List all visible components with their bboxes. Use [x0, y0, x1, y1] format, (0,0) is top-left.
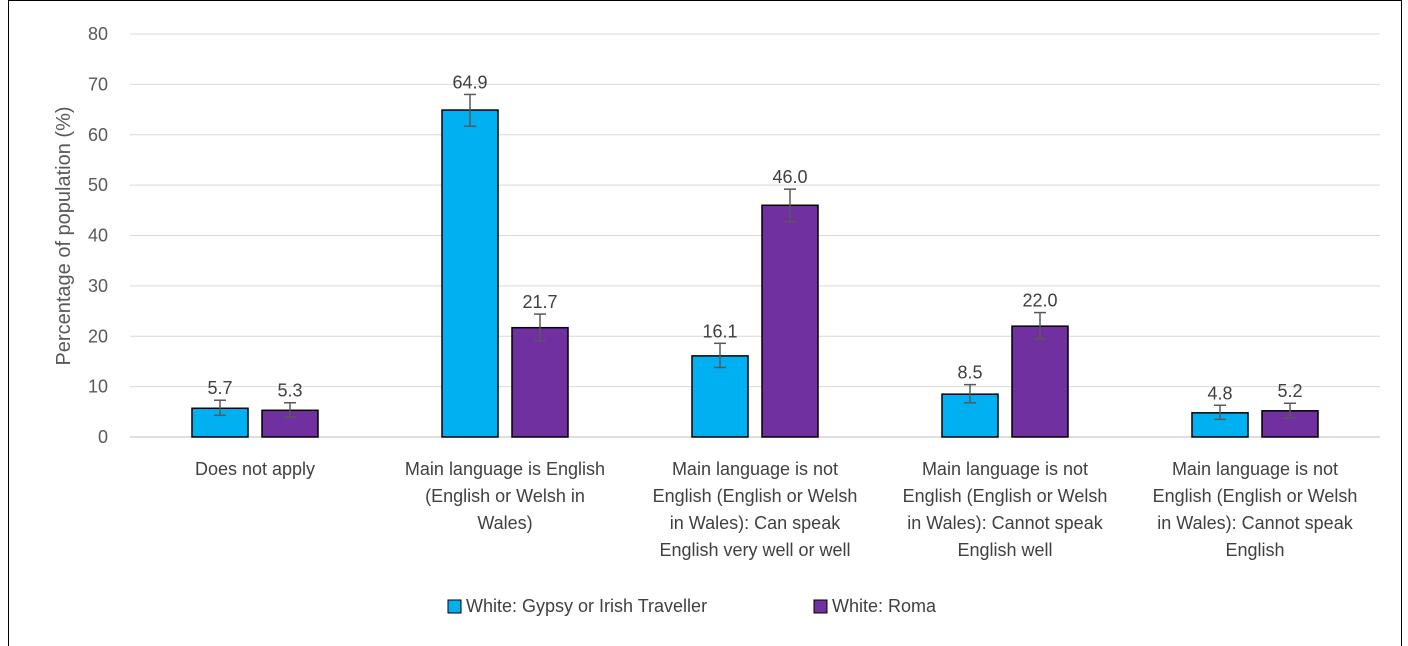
- x-category-label: in Wales): Cannot speak: [1157, 513, 1353, 533]
- data-label: 4.8: [1207, 383, 1232, 403]
- y-tick-label: 50: [88, 175, 108, 195]
- legend-swatch: [447, 599, 462, 614]
- data-label: 22.0: [1022, 291, 1057, 311]
- data-label: 5.7: [207, 378, 232, 398]
- chart-frame: [8, 0, 1402, 646]
- x-category-label: in Wales): Can speak: [670, 513, 841, 533]
- x-category-label: Main language is not: [1172, 459, 1338, 479]
- x-category-label: English (English or Welsh: [1153, 486, 1358, 506]
- x-category-label: English (English or Welsh: [653, 486, 858, 506]
- data-label: 8.5: [957, 363, 982, 383]
- y-axis-title: Percentage of population (%): [53, 106, 75, 365]
- x-category-label: Main language is English: [405, 459, 605, 479]
- legend-label: White: Gypsy or Irish Traveller: [466, 596, 707, 616]
- x-category-label: in Wales): Cannot speak: [907, 513, 1103, 533]
- x-category-label: Main language is not: [672, 459, 838, 479]
- bar: [511, 326, 569, 438]
- data-label: 64.9: [452, 72, 487, 92]
- x-category-label: Main language is not: [922, 459, 1088, 479]
- bar: [441, 109, 499, 438]
- bar: [691, 355, 749, 438]
- x-category-label: English (English or Welsh: [903, 486, 1108, 506]
- data-label: 21.7: [522, 292, 557, 312]
- y-tick-label: 80: [88, 24, 108, 44]
- data-label: 5.2: [1277, 381, 1302, 401]
- bar: [1011, 325, 1069, 438]
- legend-swatch: [813, 599, 828, 614]
- data-label: 46.0: [772, 167, 807, 187]
- x-category-label: English very well or well: [659, 540, 850, 560]
- x-category-label: Does not apply: [195, 459, 315, 479]
- legend-label: White: Roma: [832, 596, 937, 616]
- x-category-label: English well: [957, 540, 1052, 560]
- y-tick-label: 20: [88, 326, 108, 346]
- y-tick-label: 0: [98, 427, 108, 447]
- y-tick-label: 40: [88, 226, 108, 246]
- data-label: 16.1: [702, 321, 737, 341]
- x-category-label: English: [1225, 540, 1284, 560]
- bar: [761, 204, 819, 438]
- y-tick-label: 70: [88, 74, 108, 94]
- data-label: 5.3: [277, 381, 302, 401]
- y-tick-label: 30: [88, 276, 108, 296]
- y-tick-label: 10: [88, 377, 108, 397]
- x-category-label: (English or Welsh in: [425, 486, 585, 506]
- x-category-label: Wales): [477, 513, 532, 533]
- y-tick-label: 60: [88, 125, 108, 145]
